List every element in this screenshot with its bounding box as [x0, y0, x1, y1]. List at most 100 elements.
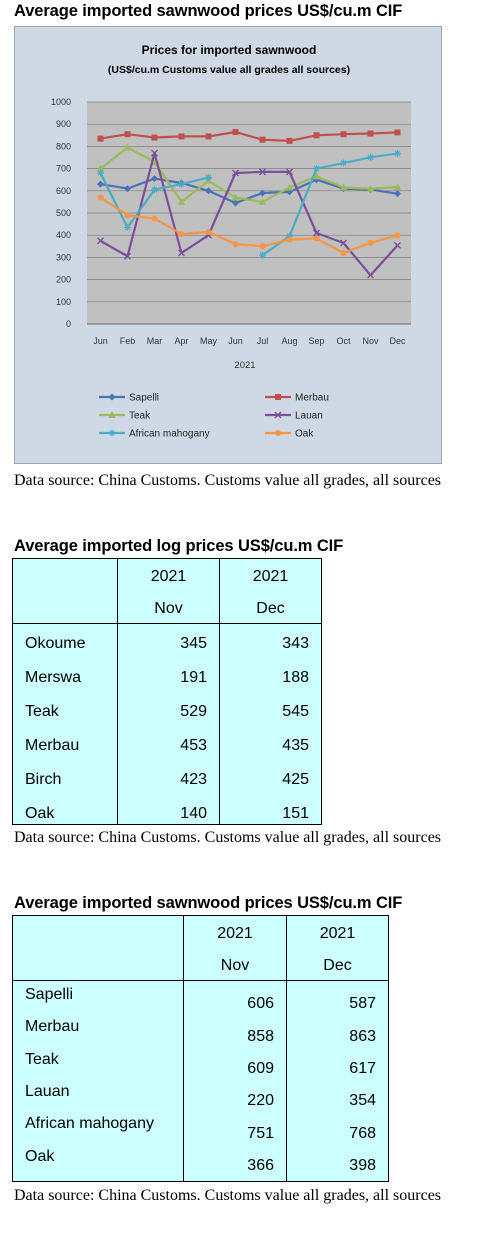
dec-value: 425	[282, 771, 309, 788]
dec-value: 768	[349, 1125, 376, 1142]
legend-label: Sapelli	[129, 393, 159, 404]
y-tick-label: 800	[56, 141, 71, 151]
data-point-african-mahogany	[286, 232, 293, 240]
header-dec-cell: 2021 Dec	[219, 558, 322, 624]
nov-value: 366	[247, 1157, 274, 1174]
data-point-oak	[178, 231, 185, 238]
header-year: 2021	[150, 568, 187, 585]
data-point-teak	[231, 193, 240, 201]
data-point-oak	[124, 212, 131, 219]
dec-value: 151	[282, 805, 309, 822]
data-point-oak	[286, 236, 293, 243]
nov-value: 606	[247, 995, 274, 1012]
header-month: Dec	[256, 600, 285, 617]
legend-marker-merbau	[275, 394, 281, 400]
series-line-merbau	[100, 130, 398, 142]
dec-value: 343	[282, 635, 309, 652]
header-month: Nov	[154, 600, 183, 617]
sawnwood-chart-heading: Average imported sawnwood prices US$/cu.…	[14, 2, 403, 20]
species-name: Oak	[25, 1148, 55, 1165]
data-point-sapelli	[232, 199, 239, 207]
y-tick-label: 200	[56, 275, 71, 285]
y-tick-label: 400	[56, 230, 71, 240]
data-point-lauan	[313, 229, 320, 237]
dec-value: 435	[282, 737, 309, 754]
nov-value: 345	[180, 635, 207, 652]
data-point-merbau	[259, 136, 266, 143]
y-tick-label: 600	[56, 186, 71, 196]
nov-value: 529	[180, 703, 207, 720]
data-point-sapelli	[259, 189, 266, 197]
header-nov-cell: 2021 Nov	[183, 915, 287, 981]
legend-marker-sapelli	[108, 393, 116, 401]
data-point-teak	[285, 183, 294, 191]
species-name: Teak	[25, 1051, 59, 1068]
log-price-table: 2021 Nov 2021 Dec Okoume Merswa Teak Merbau…	[12, 558, 322, 825]
x-tick-label: Nov	[362, 336, 379, 346]
legend-label: Merbau	[295, 393, 329, 404]
data-point-lauan	[151, 149, 158, 157]
header-month: Nov	[220, 957, 250, 974]
data-point-teak	[177, 197, 186, 205]
species-name: Okoume	[25, 635, 86, 652]
dec-value: 188	[282, 669, 309, 686]
data-point-teak	[393, 183, 402, 191]
y-tick-label: 900	[56, 119, 71, 129]
data-point-teak	[258, 197, 267, 205]
log-data-source: Data source: China Customs. Customs valu…	[14, 829, 442, 846]
series-line-lauan	[99, 152, 399, 277]
data-point-teak	[96, 164, 105, 172]
x-tick-label: Feb	[120, 336, 136, 346]
nov-value: 609	[247, 1060, 274, 1077]
y-tick-label: 1000	[51, 97, 71, 107]
data-point-african-mahogany	[394, 150, 401, 158]
data-point-oak	[313, 235, 320, 242]
nov-value: 858	[247, 1028, 274, 1045]
data-point-merbau	[286, 137, 293, 144]
table-body-row: Sapelli Merbau Teak Lauan African mahogany Oa…	[12, 980, 389, 1182]
dec-column: 343 188 545 435 425 151	[219, 623, 322, 825]
table-header-row: 2021 Nov 2021 Dec	[12, 558, 322, 624]
data-point-lauan	[367, 271, 374, 279]
y-tick-label: 500	[56, 208, 71, 218]
nov-column: 345 191 529 453 423 140	[117, 623, 220, 825]
data-point-lauan	[124, 252, 131, 260]
data-point-african-mahogany	[340, 159, 347, 167]
nov-value: 751	[247, 1125, 274, 1142]
data-point-african-mahogany	[205, 173, 212, 181]
x-tick-label: Jun	[228, 336, 243, 346]
x-axis-label: 2021	[234, 360, 255, 371]
table-body-row: Okoume Merswa Teak Merbau Birch Oak 345 191 529…	[12, 623, 322, 825]
data-point-lauan	[97, 237, 104, 245]
y-tick-label: 300	[56, 252, 71, 262]
legend-label: African mahogany	[129, 429, 210, 440]
data-point-lauan	[232, 169, 239, 177]
dec-value: 545	[282, 703, 309, 720]
legend-label: Oak	[295, 429, 314, 440]
sawnwood-price-table: 2021 Nov 2021 Dec Sapelli Merbau Teak Lauan…	[12, 915, 389, 1182]
data-point-oak	[259, 243, 266, 250]
y-tick-label: 0	[66, 319, 71, 329]
species-name: Lauan	[25, 1083, 70, 1100]
data-point-oak	[151, 215, 158, 222]
data-point-merbau	[367, 130, 374, 137]
data-point-african-mahogany	[124, 223, 131, 231]
dec-value: 354	[349, 1092, 376, 1109]
x-tick-label: Dec	[389, 336, 406, 346]
data-point-lauan	[259, 168, 266, 176]
data-point-merbau	[97, 135, 104, 142]
x-tick-label: Sep	[308, 336, 324, 346]
data-point-merbau	[178, 133, 185, 140]
dec-value: 617	[349, 1060, 376, 1077]
data-point-lauan	[286, 168, 293, 176]
data-point-oak	[205, 228, 212, 235]
data-point-teak	[123, 143, 132, 151]
data-point-lauan	[340, 239, 347, 247]
data-point-merbau	[205, 133, 212, 140]
nov-column: 606 858 609 220 751 366	[183, 980, 287, 1182]
legend-marker-african-mahogany	[108, 429, 116, 437]
nov-value: 191	[180, 669, 207, 686]
chart-data-source: Data source: China Customs. Customs valu…	[14, 472, 442, 489]
data-point-teak	[312, 172, 321, 180]
